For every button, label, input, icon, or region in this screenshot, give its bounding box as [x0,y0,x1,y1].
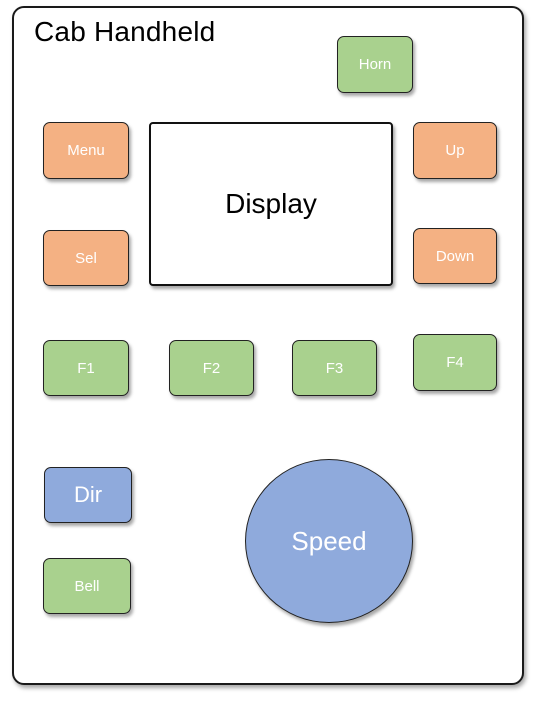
dir-label: Dir [73,482,103,507]
speed-knob[interactable]: Speed [245,459,413,623]
horn-label: Horn [358,56,392,73]
sel-label: Sel [75,249,97,267]
horn-button[interactable]: Horn [337,36,413,93]
display-label: Display [225,188,317,219]
f1-button[interactable]: F1 [43,340,129,396]
device-title: Cab Handheld [34,16,216,47]
f3-button[interactable]: F3 [292,340,377,396]
f4-label: F4 [446,354,464,371]
bell-button[interactable]: Bell [43,558,131,614]
down-button[interactable]: Down [413,228,497,284]
speed-label: Speed [291,525,367,556]
f2-label: F2 [202,359,221,377]
f1-label: F1 [77,359,95,377]
display-screen: Display [149,122,393,286]
up-button[interactable]: Up [413,122,497,179]
menu-button[interactable]: Menu [43,122,129,179]
f3-label: F3 [325,359,344,377]
f2-button[interactable]: F2 [169,340,254,396]
f4-button[interactable]: F4 [413,334,497,391]
down-label: Down [435,247,475,265]
menu-label: Menu [67,142,105,159]
up-label: Up [445,142,465,159]
sel-button[interactable]: Sel [43,230,129,286]
dir-button[interactable]: Dir [44,467,132,523]
bell-label: Bell [74,577,100,595]
